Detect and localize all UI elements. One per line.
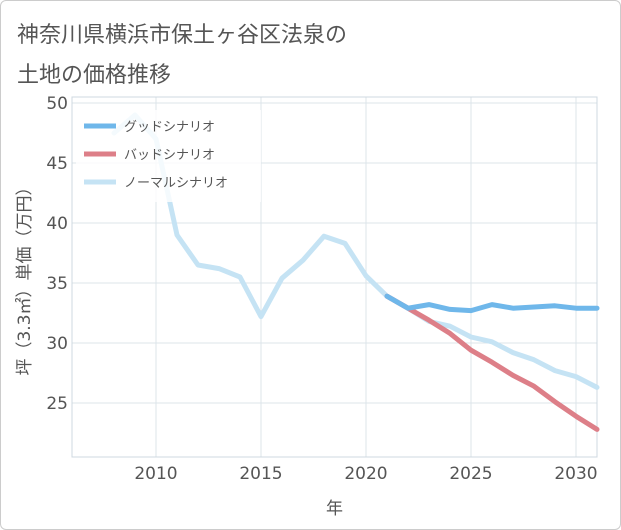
plot-area [71, 96, 598, 458]
chart-title-line-1: 神奈川県横浜市保土ヶ谷区法泉の [17, 23, 348, 48]
y-tick-label: 50 [46, 94, 68, 114]
x-tick-label: 2025 [449, 464, 492, 484]
y-axis-label: 坪（3.3㎡）単価（万円） [15, 178, 35, 375]
y-tick-label: 25 [46, 394, 68, 414]
x-axis-label: 年 [326, 499, 343, 519]
legend-label-2: ノーマルシナリオ [124, 176, 228, 191]
y-tick-label: 30 [46, 334, 68, 354]
series-lines [111, 112, 600, 432]
y-tick-label: 40 [46, 214, 68, 234]
y-tick-label: 35 [46, 274, 68, 294]
series-line-2 [111, 112, 600, 390]
x-tick-label: 2020 [344, 464, 387, 484]
x-tick-label: 2010 [134, 464, 177, 484]
chart-title-line-2: 土地の価格推移 [17, 63, 172, 88]
axis-ticks: 2010 2015 2020 2025 2030 25 30 35 40 45 50 [46, 94, 597, 484]
x-tick-label: 2030 [554, 464, 597, 484]
legend-label-1: バッドシナリオ [124, 148, 215, 163]
y-tick-label: 45 [46, 154, 68, 174]
series-line-0 [384, 293, 600, 314]
legend-label-0: グッドシナリオ [124, 120, 215, 135]
series-line-1 [384, 293, 600, 432]
x-tick-label: 2015 [239, 464, 282, 484]
